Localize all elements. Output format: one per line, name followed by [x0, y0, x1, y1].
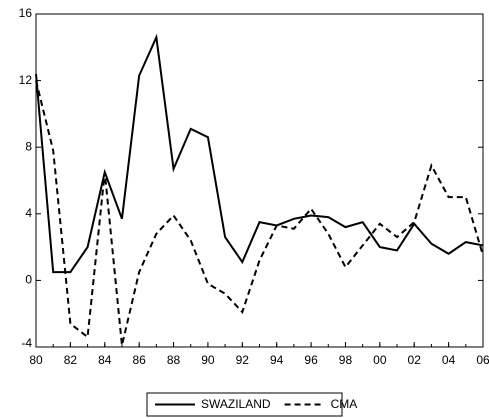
x-tick-label: 06	[476, 353, 489, 367]
x-tick-label: 88	[167, 353, 181, 367]
x-tick-label: 96	[304, 353, 318, 367]
x-tick-label: 00	[373, 353, 387, 367]
x-tick-label: 98	[339, 353, 353, 367]
y-tick-label: 8	[25, 139, 32, 153]
series-line	[35, 80, 484, 346]
legend-box	[146, 392, 343, 417]
legend-label: CMA	[331, 397, 358, 411]
x-tick-label: 94	[270, 353, 284, 367]
y-tick-label: -4	[21, 336, 32, 350]
series-line	[35, 33, 484, 274]
y-tick-label: 0	[25, 273, 32, 287]
x-tick-label: 04	[442, 353, 456, 367]
x-tick-label: 90	[201, 353, 215, 367]
legend-label: SWAZILAND	[201, 397, 271, 411]
x-tick-label: 80	[29, 353, 43, 367]
y-tick-label: 4	[25, 206, 32, 220]
y-tick-label: 16	[19, 6, 33, 20]
x-tick-label: 86	[132, 353, 146, 367]
x-tick-label: 92	[236, 353, 250, 367]
x-tick-label: 02	[408, 353, 422, 367]
x-tick-label: 82	[64, 353, 78, 367]
y-tick-label: 12	[19, 73, 33, 87]
x-tick-label: 84	[98, 353, 112, 367]
